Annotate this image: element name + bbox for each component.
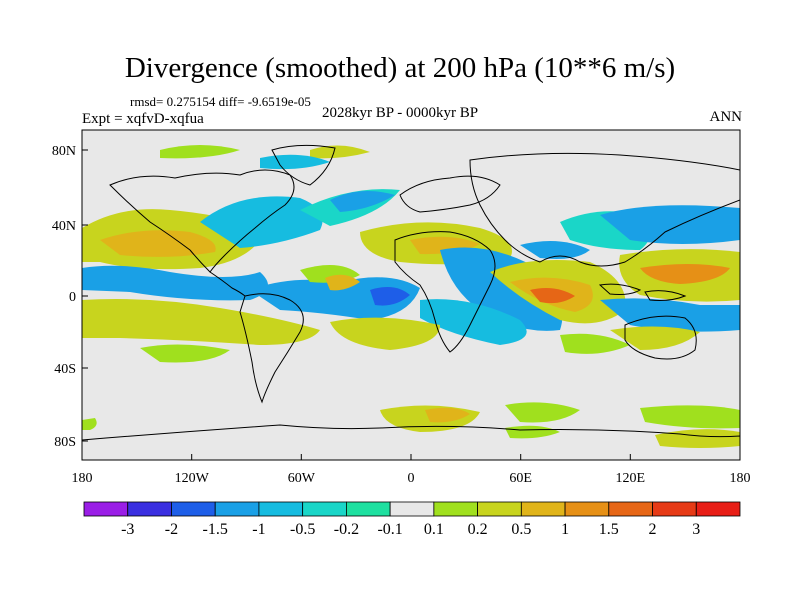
field-blob [82, 418, 97, 430]
field-blob [420, 299, 527, 345]
colorbar-label: -1 [252, 521, 265, 538]
colorbar-swatch [564, 501, 610, 517]
lat-tick-label: 40N [52, 219, 76, 234]
field-blob [640, 405, 740, 429]
season-label: ANN [709, 109, 743, 125]
colorbar-swatch [520, 501, 566, 517]
field-blob [520, 241, 590, 259]
colorbar: -3 -2 -1.5 -1 -0.5 -0.2 -0.1 0.1 0.2 0.5 1 1.5 2 3 [83, 501, 741, 538]
coastline-central-america [209, 271, 246, 297]
lat-tick-label: 80N [52, 144, 76, 159]
field-blob [600, 298, 740, 332]
colorbar-label: 0.1 [424, 521, 444, 538]
coastline-indonesia [598, 283, 642, 295]
field-blob [425, 407, 470, 423]
field-blob [530, 288, 575, 304]
lon-tick-label: 180 [730, 471, 751, 486]
field-blob [505, 425, 560, 439]
divergence-field [82, 145, 740, 448]
field-blob [140, 344, 230, 363]
lon-tick-label: 0 [408, 471, 415, 486]
colorbar-swatch [695, 501, 741, 517]
colorbar-label: -0.5 [290, 521, 315, 538]
colorbar-swatch [433, 501, 479, 517]
field-blob [610, 326, 700, 350]
lon-tick-label: 60E [509, 471, 532, 486]
period-label: 2028kyr BP - 0000kyr BP [322, 105, 479, 121]
lon-tick-label: 120W [175, 471, 210, 486]
coastline-africa [394, 231, 496, 353]
colorbar-swatch [652, 501, 697, 517]
lon-tick-label: 60W [288, 471, 316, 486]
colorbar-swatch [83, 501, 129, 517]
field-blob [560, 333, 630, 354]
colorbar-label: -1.5 [203, 521, 228, 538]
stats-line: rmsd= 0.275154 diff= -9.6519e-05 [130, 94, 311, 109]
field-blob [310, 145, 370, 159]
colorbar-swatch [127, 501, 172, 517]
colorbar-label: 1.5 [599, 521, 619, 538]
field-blob [250, 277, 420, 320]
field-blob [370, 286, 410, 306]
colorbar-swatch [477, 501, 522, 517]
field-blob [505, 402, 580, 423]
colorbar-swatch [214, 501, 260, 517]
colorbar-swatch [258, 501, 304, 517]
field-blob [260, 154, 330, 170]
colorbar-swatch [389, 501, 435, 517]
field-blob [330, 191, 395, 212]
field-blob [160, 145, 240, 159]
lat-tick-label: 40S [54, 362, 76, 377]
coastline-antarctica [82, 424, 740, 460]
coastlines [82, 144, 740, 460]
coastline-asia [469, 152, 740, 267]
lon-tick-label: 180 [72, 471, 93, 486]
coastline-europe [399, 175, 501, 213]
colorbar-swatch [302, 501, 347, 517]
lon-axis: 180 120W 60W 0 60E 120E 180 [72, 454, 751, 486]
colorbar-swatch [345, 501, 391, 517]
chart-title: Divergence (smoothed) at 200 hPa (10**6 … [124, 52, 676, 84]
field-blob [100, 230, 216, 257]
field-blob [640, 264, 730, 284]
coastline-greenland [271, 144, 336, 186]
coastline-indonesia [644, 290, 687, 301]
colorbar-label: 3 [692, 521, 700, 538]
colorbar-label: 0.2 [468, 521, 488, 538]
lat-tick-label: 0 [69, 290, 76, 305]
lat-axis: 80N 40N 0 40S 80S [52, 144, 88, 450]
field-blob [600, 205, 740, 244]
lat-tick-label: 80S [54, 435, 76, 450]
colorbar-label: -3 [121, 521, 134, 538]
experiment-label: Expt = xqfvD-xqfua [82, 111, 204, 127]
coastline-australia [624, 315, 697, 360]
colorbar-label: -2 [165, 521, 178, 538]
field-blob [325, 274, 360, 291]
colorbar-label: 2 [649, 521, 657, 538]
coastline-south-america [239, 293, 304, 404]
colorbar-swatch [608, 501, 653, 517]
colorbar-label: -0.2 [334, 521, 359, 538]
coastline-north-america [109, 169, 295, 273]
field-blob [330, 317, 440, 350]
colorbar-label: 1 [561, 521, 569, 538]
field-blob [82, 265, 268, 301]
colorbar-label: 0.5 [511, 521, 531, 538]
lon-tick-label: 120E [616, 471, 646, 486]
colorbar-label: -0.1 [377, 521, 402, 538]
colorbar-swatch [171, 501, 216, 517]
field-blob [82, 299, 320, 345]
